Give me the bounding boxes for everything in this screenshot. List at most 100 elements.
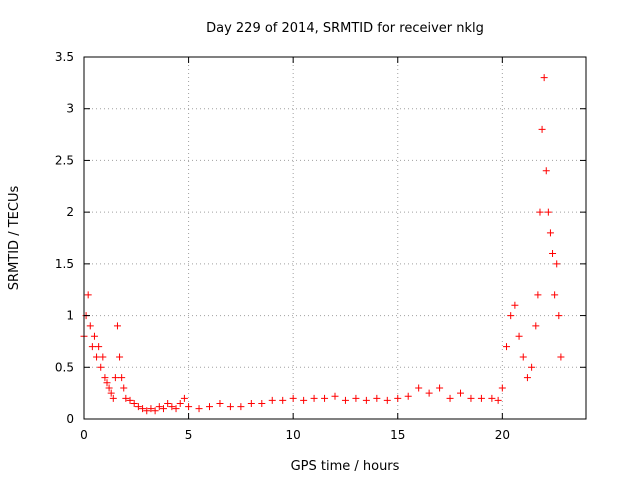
data-point: [86, 322, 94, 330]
data-point: [109, 394, 117, 402]
data-point: [226, 403, 234, 411]
data-point: [185, 403, 193, 411]
data-point: [159, 405, 167, 413]
data-point: [101, 374, 109, 382]
data-point: [321, 394, 329, 402]
data-point: [103, 379, 111, 387]
plot-frame: [83, 56, 587, 420]
data-point: [532, 322, 540, 330]
data-point: [538, 125, 546, 133]
data-point: [394, 394, 402, 402]
data-point: [268, 396, 276, 404]
plot-background: [84, 57, 586, 419]
data-point: [436, 384, 444, 392]
data-point: [289, 394, 297, 402]
data-point: [176, 399, 184, 407]
data-point: [488, 394, 496, 402]
data-point: [206, 403, 213, 411]
data-point: [542, 167, 550, 175]
y-tick-label: 3: [66, 102, 74, 116]
data-point: [310, 394, 318, 402]
x-tick-label: 10: [286, 428, 301, 442]
data-point: [139, 405, 147, 413]
data-point: [503, 343, 511, 351]
data-point: [415, 384, 423, 392]
data-point: [237, 403, 245, 411]
data-point: [519, 353, 527, 361]
y-axis-label: SRMTID / TECUs: [7, 186, 22, 291]
data-point: [383, 396, 391, 404]
data-point: [373, 394, 381, 402]
data-point: [164, 399, 172, 407]
data-point: [105, 384, 113, 392]
x-axis-label: GPS time / hours: [291, 459, 400, 474]
data-point: [155, 403, 163, 411]
data-point: [216, 399, 224, 407]
data-point: [134, 403, 142, 411]
y-tick-label: 1: [66, 309, 74, 323]
data-point: [557, 353, 565, 361]
grid: [84, 57, 586, 419]
data-point: [523, 374, 531, 382]
data-point: [93, 353, 101, 361]
data-point: [130, 399, 138, 407]
data-point: [507, 312, 515, 320]
data-point: [195, 405, 203, 413]
data-point: [331, 392, 339, 400]
data-point: [549, 250, 557, 258]
chart-title: Day 229 of 2014, SRMTID for receiver nkl…: [206, 21, 484, 36]
data-point: [111, 374, 119, 382]
y-tick-label: 2: [66, 205, 74, 219]
data-point: [498, 384, 506, 392]
data-point: [88, 343, 96, 351]
data-point: [536, 208, 544, 216]
y-tick-label: 2.5: [55, 153, 74, 167]
data-point: [84, 291, 92, 299]
data-point: [467, 394, 475, 402]
data-point: [258, 399, 266, 407]
data-point: [515, 332, 523, 340]
ticks: 0 0.5 1 1.5 2 2.5 3 3.5 0 5 10 15 20: [55, 50, 586, 442]
data-point: [151, 407, 159, 415]
data-point: [511, 301, 519, 309]
data-point: [122, 394, 130, 402]
data-point: [172, 405, 180, 413]
data-point: [118, 374, 126, 382]
data-point: [551, 291, 559, 299]
data-point: [168, 403, 176, 411]
data-point: [113, 322, 121, 330]
data-point: [544, 208, 552, 216]
data-point: [180, 394, 188, 402]
data-point: [97, 363, 105, 371]
x-tick-label: 0: [80, 428, 88, 442]
y-tick-label: 3.5: [55, 50, 74, 64]
y-tick-label: 0.5: [55, 360, 74, 374]
data-point: [279, 396, 287, 404]
x-tick-label: 15: [390, 428, 405, 442]
data-point: [352, 394, 360, 402]
data-point: [553, 260, 561, 268]
data-point: [540, 74, 548, 82]
x-tick-label: 20: [495, 428, 510, 442]
data-point: [95, 343, 103, 351]
y-tick-label: 0: [66, 412, 74, 426]
data-point: [546, 229, 554, 237]
data-point: [446, 394, 454, 402]
data-point: [99, 353, 107, 361]
data-point: [247, 399, 255, 407]
data-point: [555, 312, 563, 320]
x-tick-label: 5: [185, 428, 193, 442]
y-tick-label: 1.5: [55, 257, 74, 271]
data-point: [477, 394, 485, 402]
data-point: [425, 389, 433, 397]
data-points: [80, 74, 565, 415]
data-point: [90, 332, 98, 340]
data-point: [362, 396, 370, 404]
data-point: [341, 396, 349, 404]
data-point: [143, 407, 151, 415]
data-point: [120, 384, 128, 392]
data-point: [534, 291, 542, 299]
data-point: [116, 353, 124, 361]
data-point: [126, 396, 134, 404]
